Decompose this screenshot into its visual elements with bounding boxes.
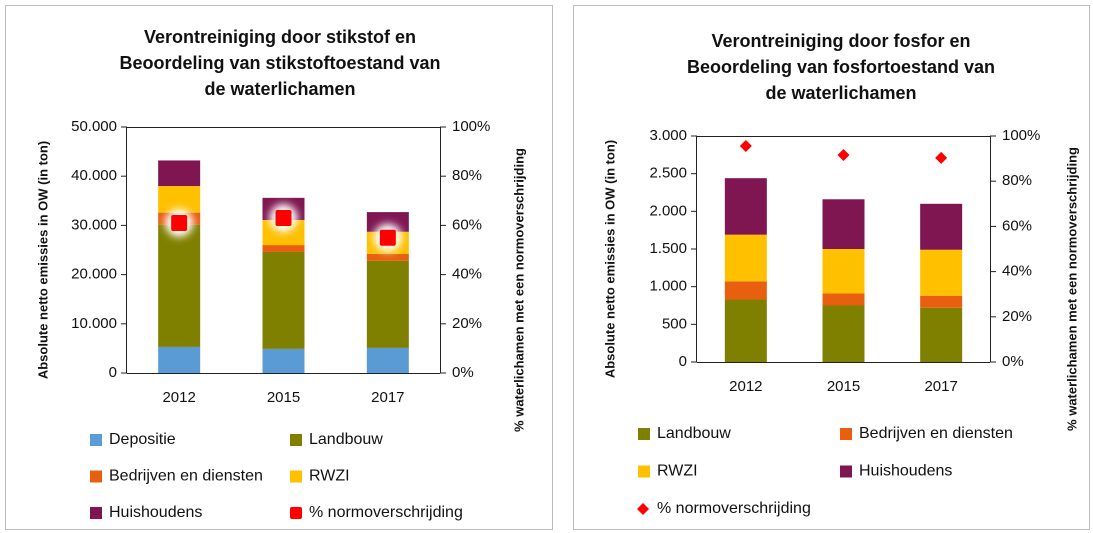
y-tick-label: 2.500 [649, 165, 687, 182]
bar-segment [724, 178, 767, 235]
marker [379, 229, 396, 246]
y2-tick-label: 80% [1002, 172, 1032, 189]
bar-segment [366, 260, 409, 348]
bar-segment [262, 251, 305, 349]
y2-tick-label: 100% [1002, 127, 1040, 144]
legend-swatch [638, 428, 650, 440]
legend-label: Landbouw [309, 431, 383, 448]
y2-tick-label: 20% [452, 315, 482, 332]
legend-label: Bedrijven en diensten [859, 425, 1013, 442]
y-tick-label: 10.000 [71, 315, 117, 332]
bar-segment [262, 348, 305, 373]
legend-label: Depositie [109, 431, 176, 448]
marker [275, 210, 292, 227]
marker [171, 214, 188, 231]
marker [935, 151, 948, 164]
y-axis-title: Absolute netto emissies in OW (in ton) [602, 140, 617, 378]
chart-title: Beoordeling van fosfortoestand van [687, 57, 995, 77]
legend-swatch [90, 507, 102, 519]
legend-swatch [637, 503, 649, 515]
y2-tick-label: 40% [452, 266, 482, 283]
bar-segment [724, 299, 767, 362]
bar-segment [920, 249, 963, 296]
bar-segment [822, 293, 865, 306]
x-tick-label: 2017 [924, 378, 957, 395]
legend-label: % normoverschrijding [309, 504, 463, 521]
y2-tick-label: 60% [1002, 217, 1032, 234]
legend-swatch [290, 434, 302, 446]
y-tick-label: 40.000 [71, 167, 117, 184]
y-tick-label: 3.000 [649, 127, 687, 144]
legend-label: Landbouw [657, 425, 731, 442]
x-tick-label: 2015 [827, 378, 860, 395]
bar-segment [158, 224, 201, 347]
bar-segment [366, 253, 409, 261]
legend-swatch [840, 465, 852, 478]
y2-tick-label: 60% [452, 216, 482, 233]
y-tick-label: 0 [109, 364, 117, 381]
marker [837, 148, 850, 161]
bar-segment [158, 346, 201, 373]
y-tick-label: 50.000 [71, 118, 117, 135]
y-tick-label: 500 [662, 315, 687, 332]
y-tick-label: 0 [679, 353, 687, 370]
y2-tick-label: 40% [1002, 263, 1032, 280]
y-tick-label: 20.000 [71, 266, 117, 283]
bar-segment [366, 347, 409, 373]
bar-segment [822, 199, 865, 249]
bar-segment [822, 249, 865, 294]
legend-swatch [290, 470, 302, 483]
x-tick-label: 2017 [371, 389, 404, 406]
bar-segment [158, 186, 201, 213]
legend-swatch [638, 465, 650, 478]
bar-segment [724, 281, 767, 300]
y2-axis-title: % waterlichamen met een normoverschrijdi… [511, 148, 526, 432]
x-tick-label: 2015 [267, 389, 300, 406]
legend-swatch [840, 428, 852, 440]
legend-label: Huishoudens [109, 504, 202, 521]
y-tick-label: 30.000 [71, 216, 117, 233]
chart-title: Verontreiniging door fosfor en [711, 31, 970, 51]
legend-swatch [90, 470, 102, 483]
bar-segment [822, 305, 865, 362]
y2-tick-label: 100% [452, 118, 490, 135]
y2-axis-title: % waterlichamen met een normoverschrijdi… [1064, 147, 1079, 431]
x-tick-label: 2012 [162, 389, 195, 406]
y2-tick-label: 20% [1002, 308, 1032, 325]
bar-segment [366, 212, 409, 232]
y-tick-label: 1.000 [649, 278, 687, 295]
legend-label: Huishoudens [859, 463, 952, 480]
legend-label: RWZI [657, 463, 698, 480]
legend-swatch [90, 434, 102, 446]
chart-title: Beoordeling van stikstoftoestand van [119, 53, 440, 73]
bar-segment [920, 307, 963, 362]
y2-tick-label: 80% [452, 167, 482, 184]
legend-label: % normoverschrijding [657, 500, 811, 517]
x-tick-label: 2012 [729, 378, 762, 395]
bar-segment [262, 245, 305, 252]
bar-segment [724, 234, 767, 282]
bar-segment [920, 203, 963, 250]
y-tick-label: 2.000 [649, 202, 687, 219]
chart-title: de waterlichamen [204, 79, 355, 99]
bar-segment [158, 160, 201, 187]
chart-title: Verontreiniging door stikstof en [144, 27, 416, 47]
y2-tick-label: 0% [1002, 353, 1024, 370]
marker [739, 139, 752, 152]
chart-title: de waterlichamen [765, 83, 916, 103]
bar-segment [920, 295, 963, 308]
legend-label: Bedrijven en diensten [109, 468, 263, 485]
legend-swatch [290, 507, 302, 519]
legend-label: RWZI [309, 468, 350, 485]
y-tick-label: 1.500 [649, 240, 687, 257]
y2-tick-label: 0% [452, 364, 474, 381]
y-axis-title: Absolute netto emissies in OW (in ton) [35, 141, 50, 379]
